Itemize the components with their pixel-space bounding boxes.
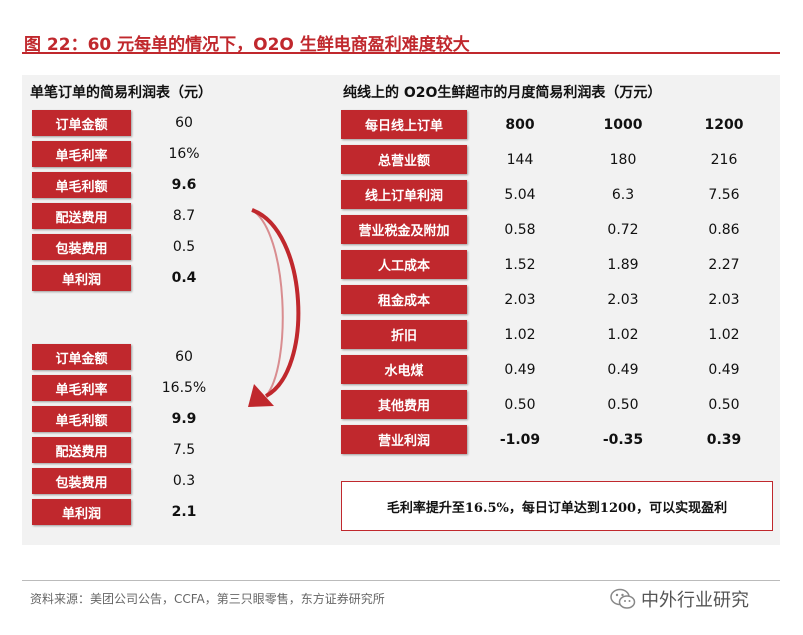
row-label: 单毛利率	[32, 375, 131, 401]
cell-value: 7.56	[708, 187, 740, 203]
row-label: 总营业额	[341, 145, 467, 174]
cell-value: 6.3	[611, 187, 635, 203]
cell-value: 0.49	[607, 362, 639, 378]
row-label: 线上订单利润	[341, 180, 467, 209]
cell-value: 1.89	[607, 257, 639, 273]
row-label: 租金成本	[341, 285, 467, 314]
cell-value: 0.49	[708, 362, 740, 378]
conclusion-note: 毛利率提升至16.5%，每日订单达到1200，可以实现盈利	[341, 481, 773, 531]
cell-value: 2.03	[607, 292, 639, 308]
cell-value: 2.03	[504, 292, 536, 308]
row-label: 水电煤	[341, 355, 467, 384]
row-label: 单毛利率	[32, 141, 131, 167]
row-label: 人工成本	[341, 250, 467, 279]
right-table-title: 纯线上的 O2O生鲜超市的月度简易利润表（万元）	[343, 85, 662, 101]
cell-value: 5.04	[504, 187, 536, 203]
cell-value: 2.03	[708, 292, 740, 308]
cell-value: 216	[710, 152, 738, 168]
cell-value: 0.50	[504, 397, 536, 413]
row-value: 8.7	[172, 208, 196, 224]
column-header: 1000	[603, 117, 643, 133]
row-label: 其他费用	[341, 390, 467, 419]
cell-value: 0.50	[607, 397, 639, 413]
cell-value: -1.09	[499, 432, 541, 448]
cell-value: 0.86	[708, 222, 740, 238]
row-label: 配送费用	[32, 203, 131, 229]
header-label: 每日线上订单	[341, 110, 467, 139]
row-value: 9.6	[171, 177, 197, 193]
row-label: 单毛利额	[32, 406, 131, 432]
cell-value: -0.35	[602, 432, 644, 448]
curved-arrow-icon	[248, 208, 301, 407]
source-note: 资料来源：美团公司公告，CCFA，第三只眼零售，东方证券研究所	[30, 592, 385, 606]
cell-value: 1.02	[607, 327, 639, 343]
row-label: 包装费用	[32, 234, 131, 260]
row-value: 16%	[168, 146, 200, 162]
row-label: 订单金额	[32, 344, 131, 370]
cell-value: 1.02	[708, 327, 740, 343]
cell-value: 2.27	[708, 257, 740, 273]
row-label: 配送费用	[32, 437, 131, 463]
figure-title: 图 22：60 元每单的情况下，O2O 生鲜电商盈利难度较大	[24, 35, 470, 55]
wechat-icon	[610, 588, 636, 609]
row-label: 订单金额	[32, 110, 131, 136]
row-label: 单毛利额	[32, 172, 131, 198]
row-value: 2.1	[171, 504, 197, 520]
footer-rule	[22, 580, 780, 581]
cell-value: 1.52	[504, 257, 536, 273]
row-label: 营业税金及附加	[341, 215, 467, 244]
cell-value: 0.49	[504, 362, 536, 378]
row-label: 营业利润	[341, 425, 467, 454]
row-value: 0.4	[171, 270, 197, 286]
left-table-title: 单笔订单的简易利润表（元）	[30, 85, 212, 101]
row-label: 折旧	[341, 320, 467, 349]
row-value: 0.3	[172, 473, 196, 489]
watermark: 中外行业研究	[610, 586, 749, 612]
row-value: 60	[175, 349, 193, 365]
row-value: 16.5%	[161, 380, 207, 396]
cell-value: 0.50	[708, 397, 740, 413]
watermark-text: 中外行业研究	[641, 590, 749, 611]
row-label: 包装费用	[32, 468, 131, 494]
row-value: 60	[175, 115, 193, 131]
column-header: 800	[505, 117, 535, 133]
row-value: 9.9	[171, 411, 197, 427]
row-value: 7.5	[172, 442, 196, 458]
cell-value: 144	[506, 152, 534, 168]
cell-value: 1.02	[504, 327, 536, 343]
cell-value: 0.58	[504, 222, 536, 238]
column-header: 1200	[704, 117, 744, 133]
title-rule	[22, 52, 780, 54]
cell-value: 0.39	[706, 432, 742, 448]
cell-value: 0.72	[607, 222, 639, 238]
row-label: 单利润	[32, 265, 131, 291]
cell-value: 180	[609, 152, 637, 168]
row-label: 单利润	[32, 499, 131, 525]
row-value: 0.5	[172, 239, 196, 255]
